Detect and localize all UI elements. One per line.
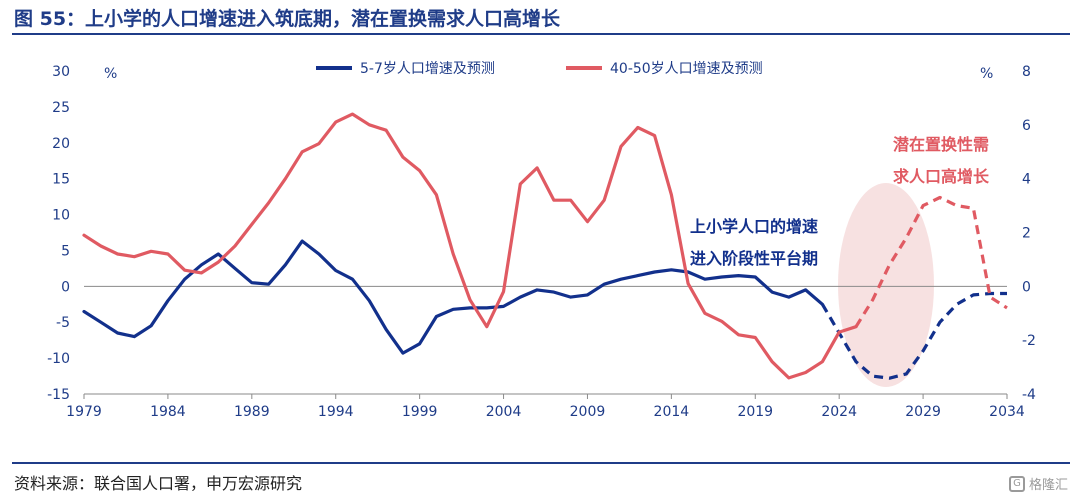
left-tick-label: 30 <box>52 64 70 80</box>
figure-title: 图 55：上小学的人口增速进入筑底期，潜在置换需求人口高增长 <box>14 8 561 30</box>
x-tick-label: 2019 <box>737 404 773 420</box>
x-tick-label: 1999 <box>402 404 438 420</box>
left-tick-label: 15 <box>52 172 70 188</box>
watermark-text: 格隆汇 <box>1028 478 1068 493</box>
right-tick-label: 0 <box>1022 279 1031 295</box>
series-layer <box>82 112 1008 380</box>
right-tick-label: 6 <box>1022 118 1031 134</box>
right-axis-unit: % <box>980 66 993 82</box>
x-tick-label: 2029 <box>905 404 941 420</box>
annotation-red-line2: 求人口高增长 <box>893 167 990 186</box>
x-tick-label: 2004 <box>486 404 522 420</box>
left-tick-label: 0 <box>61 279 70 295</box>
left-tick-label: -15 <box>47 387 70 403</box>
watermark: G 格隆汇 <box>1008 474 1068 493</box>
footer-divider <box>12 462 1070 464</box>
legend: 5-7岁人口增速及预测 40-50岁人口增速及预测 <box>316 61 763 77</box>
left-tick-label: -5 <box>56 315 70 331</box>
left-tick-label: 20 <box>52 136 70 152</box>
x-tick-label: 2014 <box>654 404 690 420</box>
series-1-forecast-line <box>854 195 1008 328</box>
right-tick-label: 8 <box>1022 64 1031 80</box>
left-tick-label: 5 <box>61 243 70 259</box>
series-0-line <box>82 239 824 355</box>
x-tick-label: 2034 <box>989 404 1025 420</box>
watermark-logo-icon: G <box>1008 475 1025 492</box>
title-divider <box>12 33 1070 35</box>
x-tick-label: 2009 <box>570 404 606 420</box>
legend-label-blue: 5-7岁人口增速及预测 <box>360 61 495 77</box>
x-tick-label: 2024 <box>821 404 857 420</box>
left-axis-unit: % <box>104 66 117 82</box>
left-tick-label: 10 <box>52 208 70 224</box>
annotation-red-line1: 潜在置换性需 <box>893 135 989 154</box>
left-tick-label: 25 <box>52 100 70 116</box>
annotation-blue-line2: 进入阶段性平台期 <box>690 249 818 268</box>
x-tick-label: 1989 <box>234 404 270 420</box>
series-0-forecast-line <box>821 291 1007 380</box>
x-tick-label: 1984 <box>150 404 186 420</box>
source-note: 资料来源：联合国人口署，申万宏源研究 <box>14 474 303 493</box>
annotation-blue-line1: 上小学人口的增速 <box>690 217 818 236</box>
x-tick-label: 1979 <box>66 404 102 420</box>
right-tick-label: -2 <box>1022 333 1036 349</box>
right-tick-label: 4 <box>1022 172 1031 188</box>
legend-label-red: 40-50岁人口增速及预测 <box>610 61 763 77</box>
series-1-line <box>82 112 858 380</box>
left-tick-label: -10 <box>47 351 70 367</box>
x-tick-label: 1994 <box>318 404 354 420</box>
right-tick-label: -4 <box>1022 387 1036 403</box>
right-tick-label: 2 <box>1022 226 1031 242</box>
